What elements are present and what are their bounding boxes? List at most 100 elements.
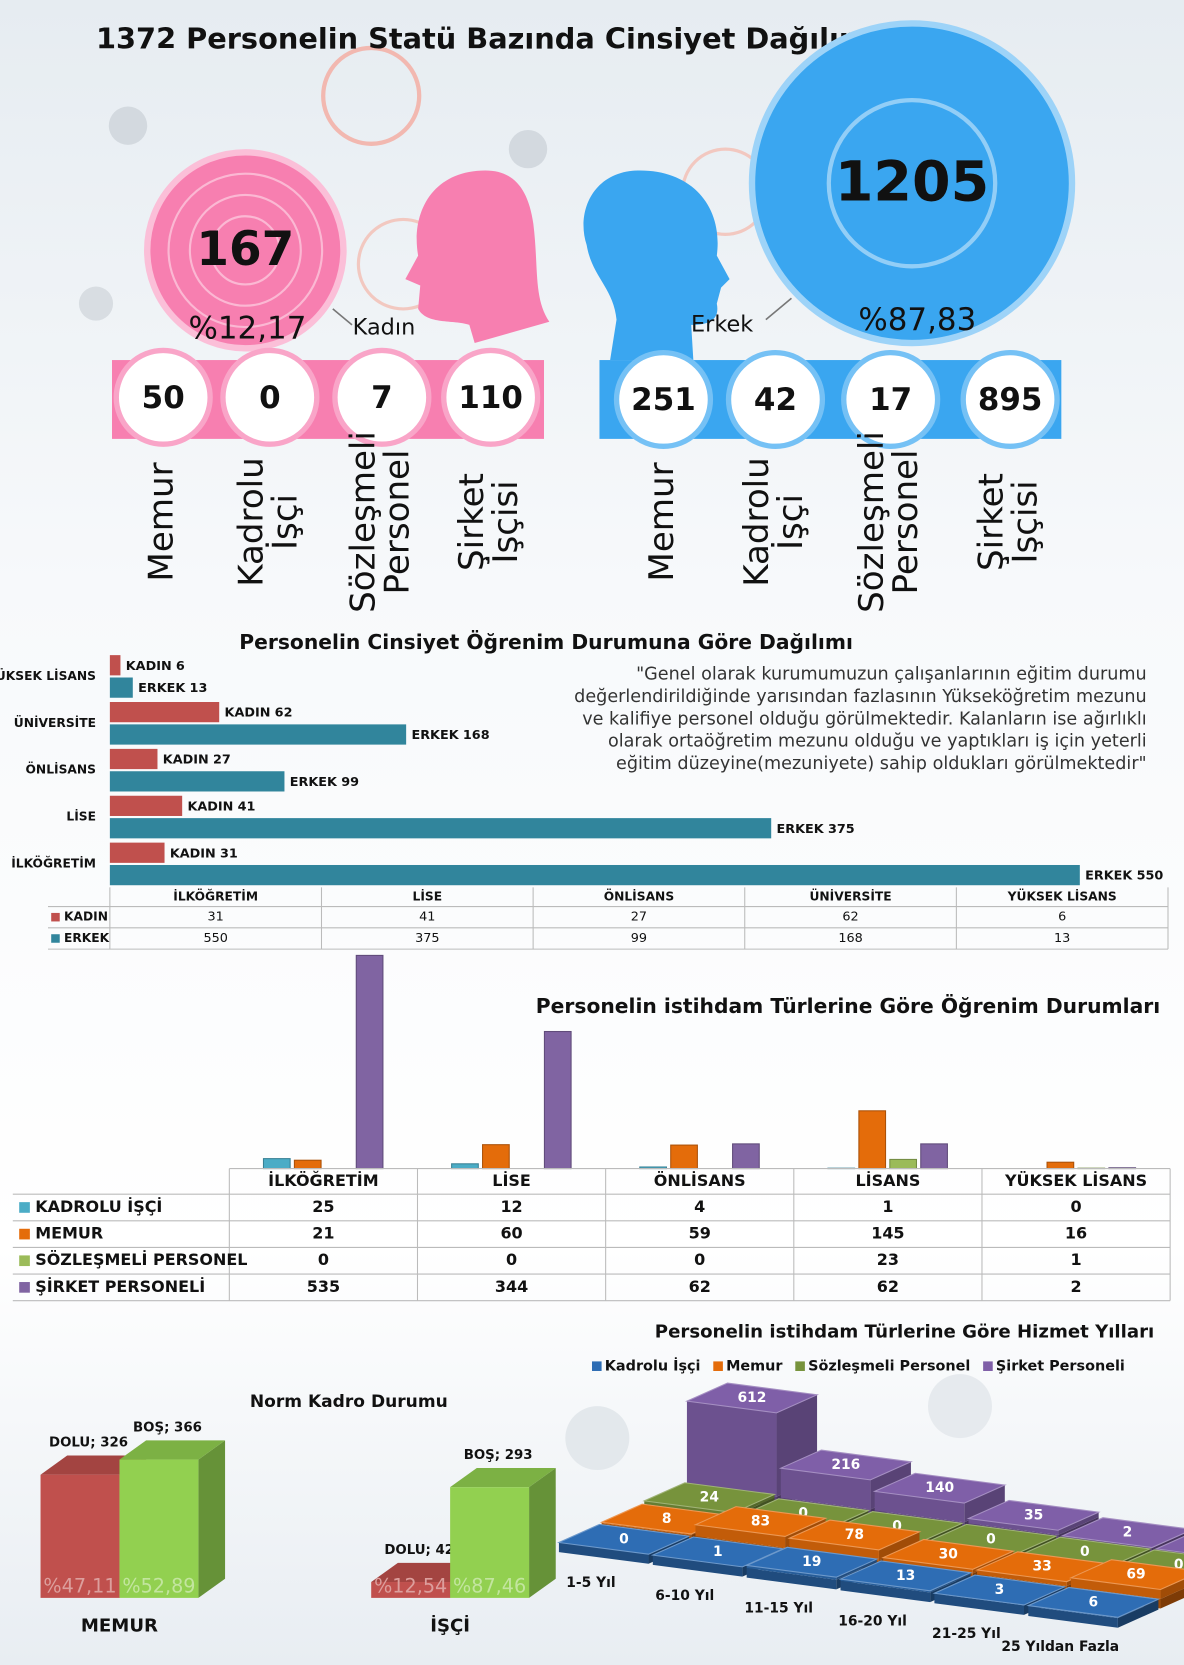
- value-label: BOŞ; 293: [464, 1448, 533, 1463]
- data-label-series: ERKEK: [138, 681, 186, 696]
- percent-label: %47,11: [43, 1575, 116, 1598]
- data-label-series: ERKEK: [1085, 868, 1133, 883]
- value-label: 2: [1123, 1525, 1133, 1541]
- legend-key: [713, 1361, 723, 1371]
- bar: [733, 1144, 760, 1169]
- value-label: 3: [995, 1582, 1005, 1598]
- bar: [110, 655, 121, 675]
- percent: %87,83: [858, 302, 976, 338]
- bar: [890, 1159, 917, 1168]
- value-label: 216: [831, 1457, 860, 1473]
- table-cell: 550: [203, 931, 227, 946]
- bar: [263, 1159, 290, 1169]
- infographic: 1372 Personelin Statü Bazında Cinsiyet D…: [0, 0, 1184, 1665]
- value-label: 19: [802, 1554, 821, 1570]
- x-tick-label: İŞÇİ: [430, 1615, 470, 1637]
- legend-label: Kadrolu İşçi: [605, 1358, 701, 1375]
- table-cell: 145: [871, 1224, 904, 1243]
- percent-label: %87,46: [453, 1575, 526, 1598]
- data-label-value: 550: [1137, 868, 1164, 883]
- table-key: [19, 1255, 30, 1266]
- chart-title: Personelin istihdam Türlerine Göre Hizme…: [655, 1322, 1154, 1343]
- chart-title: Personelin istihdam Türlerine Göre Öğren…: [536, 994, 1160, 1018]
- table-cell: 6: [1058, 910, 1066, 925]
- data-label-value: 27: [213, 752, 231, 767]
- table-key: [19, 1202, 30, 1213]
- bar: [110, 724, 406, 744]
- chart-title: Norm Kadro Durumu: [250, 1392, 448, 1412]
- table-cell: 1: [1070, 1250, 1081, 1269]
- x-tick-label: 25 Yıldan Fazla: [1001, 1639, 1119, 1655]
- table-cell: 2: [1070, 1277, 1081, 1296]
- data-label-value: 99: [341, 774, 359, 789]
- value-label: 6: [1089, 1594, 1099, 1610]
- data-label-series: ERKEK: [777, 821, 825, 836]
- table-row-label: MEMUR: [35, 1224, 103, 1243]
- decor-icon: [509, 130, 547, 168]
- value-label: 30: [939, 1546, 958, 1562]
- legend-label: Şirket Personeli: [996, 1359, 1125, 1375]
- status-label: Memur: [142, 461, 182, 581]
- bar: [452, 1164, 479, 1169]
- bar: [671, 1145, 698, 1169]
- value-label: 83: [751, 1514, 770, 1530]
- x-tick-label: 16-20 Yıl: [838, 1613, 907, 1629]
- status-value: 17: [869, 382, 912, 418]
- decor-icon: [928, 1374, 992, 1438]
- annotation-box: "Genel olarak kurumumuzun çalışanlarının…: [565, 663, 1146, 823]
- value-label: 0: [986, 1531, 996, 1547]
- data-label-series: KADIN: [163, 752, 209, 767]
- table-cell: 25: [312, 1197, 334, 1216]
- status-label: İşçisi: [486, 480, 526, 563]
- table-cell: 60: [500, 1224, 522, 1243]
- value-label: 35: [1024, 1507, 1043, 1523]
- value-label: DOLU; 42: [384, 1543, 454, 1558]
- data-label: KADIN31: [170, 846, 238, 861]
- value-label: 612: [738, 1390, 767, 1406]
- table-header: İLKÖĞRETİM: [268, 1171, 378, 1190]
- table-header: ÖNLİSANS: [604, 888, 674, 903]
- table-key: [51, 934, 60, 943]
- legend-label: Sözleşmeli Personel: [808, 1359, 970, 1375]
- table-header: ÜNİVERSİTE: [809, 888, 891, 903]
- data-label-series: KADIN: [170, 846, 216, 861]
- value-label: 13: [896, 1568, 915, 1584]
- decor-icon: [565, 1406, 629, 1470]
- table-cell: 62: [842, 910, 858, 925]
- bar: [921, 1144, 948, 1169]
- status-value: 42: [754, 382, 797, 418]
- table-cell: 16: [1065, 1224, 1087, 1243]
- bar-side: [198, 1440, 225, 1597]
- data-label-series: KADIN: [225, 705, 271, 720]
- data-label-value: 168: [463, 728, 490, 743]
- y-tick-label: İLKÖĞRETİM: [11, 855, 96, 870]
- bar: [110, 771, 285, 791]
- table-cell: 23: [877, 1250, 899, 1269]
- value-label: 8: [662, 1511, 672, 1527]
- table-row-label: KADROLU İŞÇİ: [35, 1197, 162, 1216]
- table-cell: 99: [631, 931, 647, 946]
- table-cell: 375: [415, 931, 439, 946]
- status-label: İşçi: [771, 494, 811, 550]
- table-header: ÖNLİSANS: [654, 1171, 746, 1190]
- legend-key: [592, 1361, 602, 1371]
- decor-icon: [109, 107, 147, 145]
- table-cell: 59: [689, 1224, 711, 1243]
- value-label: 1: [713, 1544, 723, 1560]
- table-row-label: ERKEK: [64, 931, 110, 945]
- table-header: YÜKSEK LİSANS: [1004, 1171, 1147, 1190]
- chart-title: Personelin Cinsiyet Öğrenim Durumuna Gör…: [239, 630, 853, 654]
- table-cell: 13: [1054, 931, 1070, 946]
- table-header: LİSE: [492, 1171, 531, 1190]
- legend-key: [983, 1361, 993, 1371]
- table-key: [19, 1282, 30, 1293]
- bar: [110, 678, 133, 698]
- legend-key: [795, 1361, 805, 1371]
- status-label: Personel: [377, 449, 417, 594]
- status-value: 895: [978, 382, 1043, 418]
- table-header: LİSE: [413, 888, 443, 903]
- status-label: İşçi: [265, 494, 305, 550]
